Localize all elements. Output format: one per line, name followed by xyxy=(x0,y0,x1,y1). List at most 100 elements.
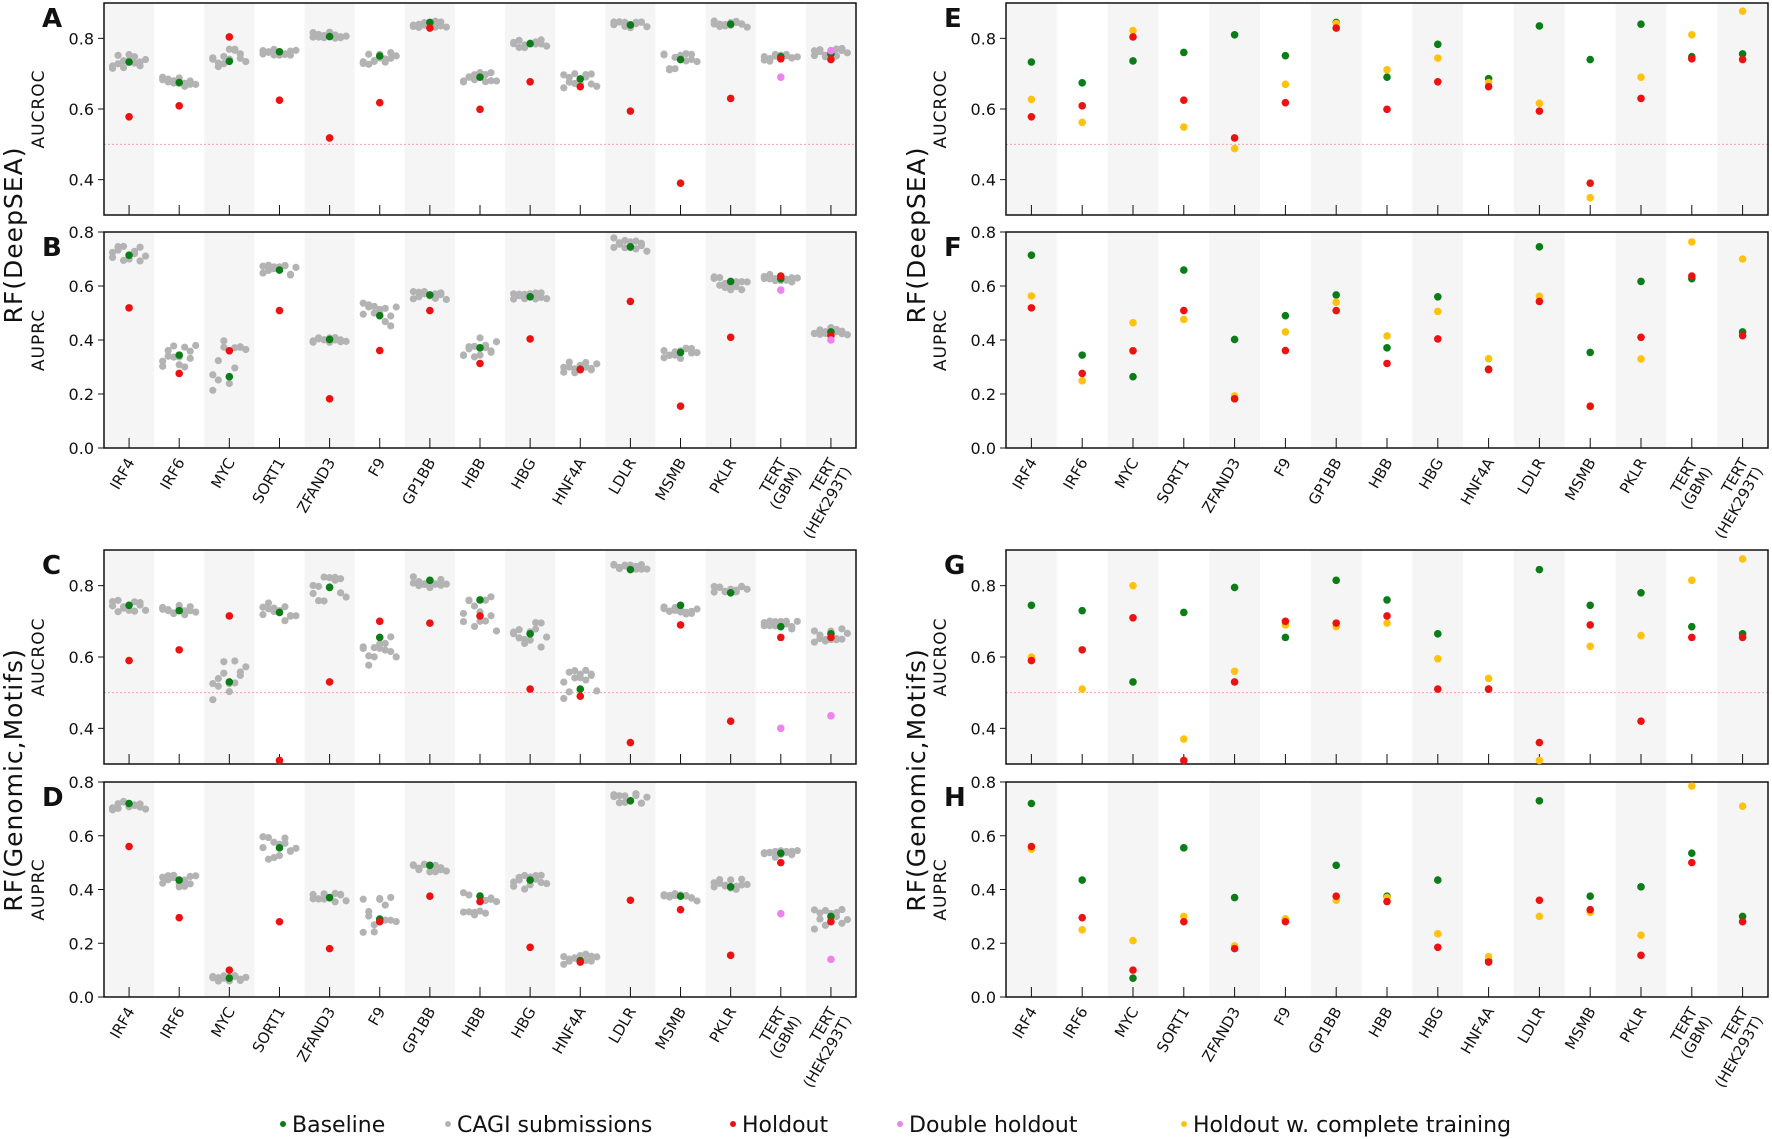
holdout-point xyxy=(175,646,183,654)
x-tick-label: F9 xyxy=(365,1004,390,1029)
baseline-point xyxy=(125,601,133,610)
cagi-point xyxy=(760,274,768,283)
cagi-point xyxy=(459,609,468,618)
cagi-point xyxy=(236,668,244,676)
baseline-point xyxy=(526,630,534,638)
cagi-point xyxy=(738,875,746,883)
cagi-point xyxy=(181,607,189,615)
x-tick-label-line: LDLR xyxy=(1514,455,1549,498)
holdout-point xyxy=(1637,94,1645,103)
cagi-point xyxy=(476,617,484,625)
baseline-point xyxy=(726,277,735,286)
cagi-point xyxy=(186,80,194,88)
complete-point xyxy=(1535,99,1544,108)
x-tick-label: HNF4A xyxy=(549,1003,590,1057)
cagi-point xyxy=(682,344,690,352)
double-point xyxy=(827,336,835,344)
cagi-point xyxy=(693,605,701,613)
holdout-point xyxy=(576,958,585,966)
x-tick-label: SORT1 xyxy=(1153,1004,1193,1056)
complete-point xyxy=(1586,193,1594,202)
cagi-point xyxy=(687,894,696,902)
baseline-point xyxy=(726,883,735,891)
baseline-point xyxy=(1434,876,1442,884)
cagi-point xyxy=(376,894,384,903)
cagi-point xyxy=(426,582,434,590)
cagi-point xyxy=(582,666,590,674)
cagi-point xyxy=(141,606,150,614)
cagi-point xyxy=(515,290,523,298)
cagi-point xyxy=(816,326,824,334)
cagi-point xyxy=(119,63,128,72)
cagi-point xyxy=(727,876,735,884)
complete-point xyxy=(1129,26,1137,35)
baseline-point xyxy=(726,589,735,597)
double-point xyxy=(777,909,785,918)
holdout-point xyxy=(1688,55,1696,63)
y-tick-label: 0.2 xyxy=(69,385,94,404)
x-tick-label: IRF6 xyxy=(1060,455,1092,493)
baseline-point xyxy=(1078,606,1086,615)
x-tick-label-line: PKLR xyxy=(1616,1004,1650,1046)
complete-point xyxy=(1180,912,1188,921)
cagi-point xyxy=(415,288,423,296)
complete-legend-marker xyxy=(1181,1121,1187,1127)
cagi-point xyxy=(209,386,217,394)
x-tick-label: LDLR xyxy=(1514,1004,1549,1047)
holdout-point xyxy=(426,619,434,627)
panel-letter: D xyxy=(42,783,64,813)
panel-letter: H xyxy=(944,783,966,813)
complete-point xyxy=(1434,307,1442,316)
cagi-point xyxy=(660,347,668,355)
cagi-point xyxy=(186,872,194,881)
baseline-point xyxy=(777,849,785,858)
cagi-point xyxy=(381,58,389,66)
cagi-point xyxy=(637,799,646,807)
column-band xyxy=(1006,782,1057,997)
cagi-point xyxy=(543,295,551,303)
cagi-point xyxy=(816,631,824,639)
cagi-point xyxy=(214,357,222,365)
cagi-point xyxy=(415,866,423,874)
legend-label: Holdout xyxy=(742,1113,828,1138)
x-tick-label: HBG xyxy=(1415,1004,1447,1042)
complete-point xyxy=(1535,756,1544,765)
cagi-point xyxy=(738,582,746,591)
x-tick-label-line: PKLR xyxy=(1616,455,1650,497)
x-tick-label: HBG xyxy=(1415,455,1447,493)
cagi-point xyxy=(130,247,139,255)
baseline-point xyxy=(175,606,183,615)
cagi-point xyxy=(643,565,651,573)
holdout-point xyxy=(576,365,585,374)
column-band xyxy=(1717,782,1768,997)
x-tick-label: GP1BB xyxy=(398,455,439,508)
cagi-point xyxy=(587,957,595,965)
cagi-point xyxy=(159,879,167,887)
holdout-point xyxy=(676,402,685,410)
cagi-point xyxy=(738,286,746,294)
legend-label: Double holdout xyxy=(909,1113,1078,1138)
holdout-point xyxy=(1230,944,1239,953)
baseline-point xyxy=(1586,55,1594,64)
baseline-point xyxy=(626,21,635,29)
cagi-point xyxy=(437,864,445,872)
cagi-point xyxy=(387,647,395,656)
x-tick-label-line: HNF4A xyxy=(1457,1003,1498,1057)
x-tick-label-line: HBB xyxy=(458,1004,490,1041)
cagi-point xyxy=(376,644,384,652)
cagi-point xyxy=(615,792,624,800)
cagi-point xyxy=(465,345,473,353)
baseline-point xyxy=(325,335,334,344)
cagi-point xyxy=(108,62,117,70)
cagi-point xyxy=(693,348,701,357)
cagi-point xyxy=(660,50,668,58)
x-tick-label-line: MYC xyxy=(1111,1004,1142,1041)
y-tick-label: 0.0 xyxy=(69,988,94,1007)
x-tick-label-line: ZFAND3 xyxy=(1198,455,1244,516)
cagi-point xyxy=(459,351,468,360)
cagi-point xyxy=(710,582,718,591)
baseline-point xyxy=(1332,861,1340,870)
cagi-point xyxy=(342,32,350,40)
column-band xyxy=(104,3,155,215)
